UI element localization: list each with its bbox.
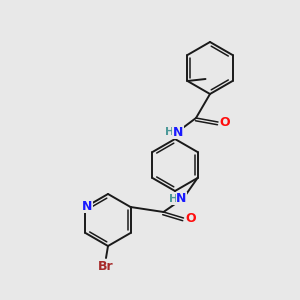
Text: N: N xyxy=(173,125,183,139)
Text: H: H xyxy=(169,194,178,204)
Text: N: N xyxy=(176,193,187,206)
Text: H: H xyxy=(165,127,175,137)
Text: O: O xyxy=(185,212,196,224)
Text: Br: Br xyxy=(98,260,114,272)
Text: N: N xyxy=(82,200,93,212)
Text: O: O xyxy=(220,116,230,128)
